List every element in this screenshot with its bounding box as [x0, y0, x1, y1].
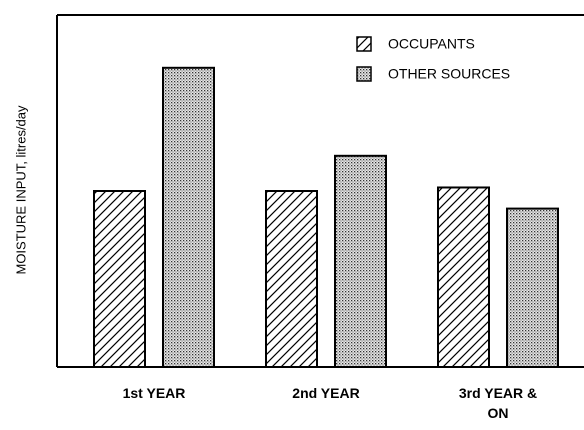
bar: [162, 66, 215, 369]
bar: [93, 190, 146, 368]
bar: [334, 154, 387, 368]
x-tick-label: 2nd YEAR: [292, 385, 360, 401]
bar: [437, 186, 490, 368]
legend-swatch: [356, 36, 372, 52]
x-tick-label: 1st YEAR: [122, 385, 186, 401]
legend-label: OCCUPANTS: [388, 36, 475, 52]
legend-label: OTHER SOURCES: [388, 66, 510, 82]
bar: [506, 207, 559, 368]
legend-swatch: [356, 66, 372, 82]
bar: [265, 190, 318, 368]
y-axis-label: MOISTURE INPUT, litres/day: [13, 105, 28, 275]
x-tick-label: 3rd YEAR & ON: [458, 385, 538, 421]
